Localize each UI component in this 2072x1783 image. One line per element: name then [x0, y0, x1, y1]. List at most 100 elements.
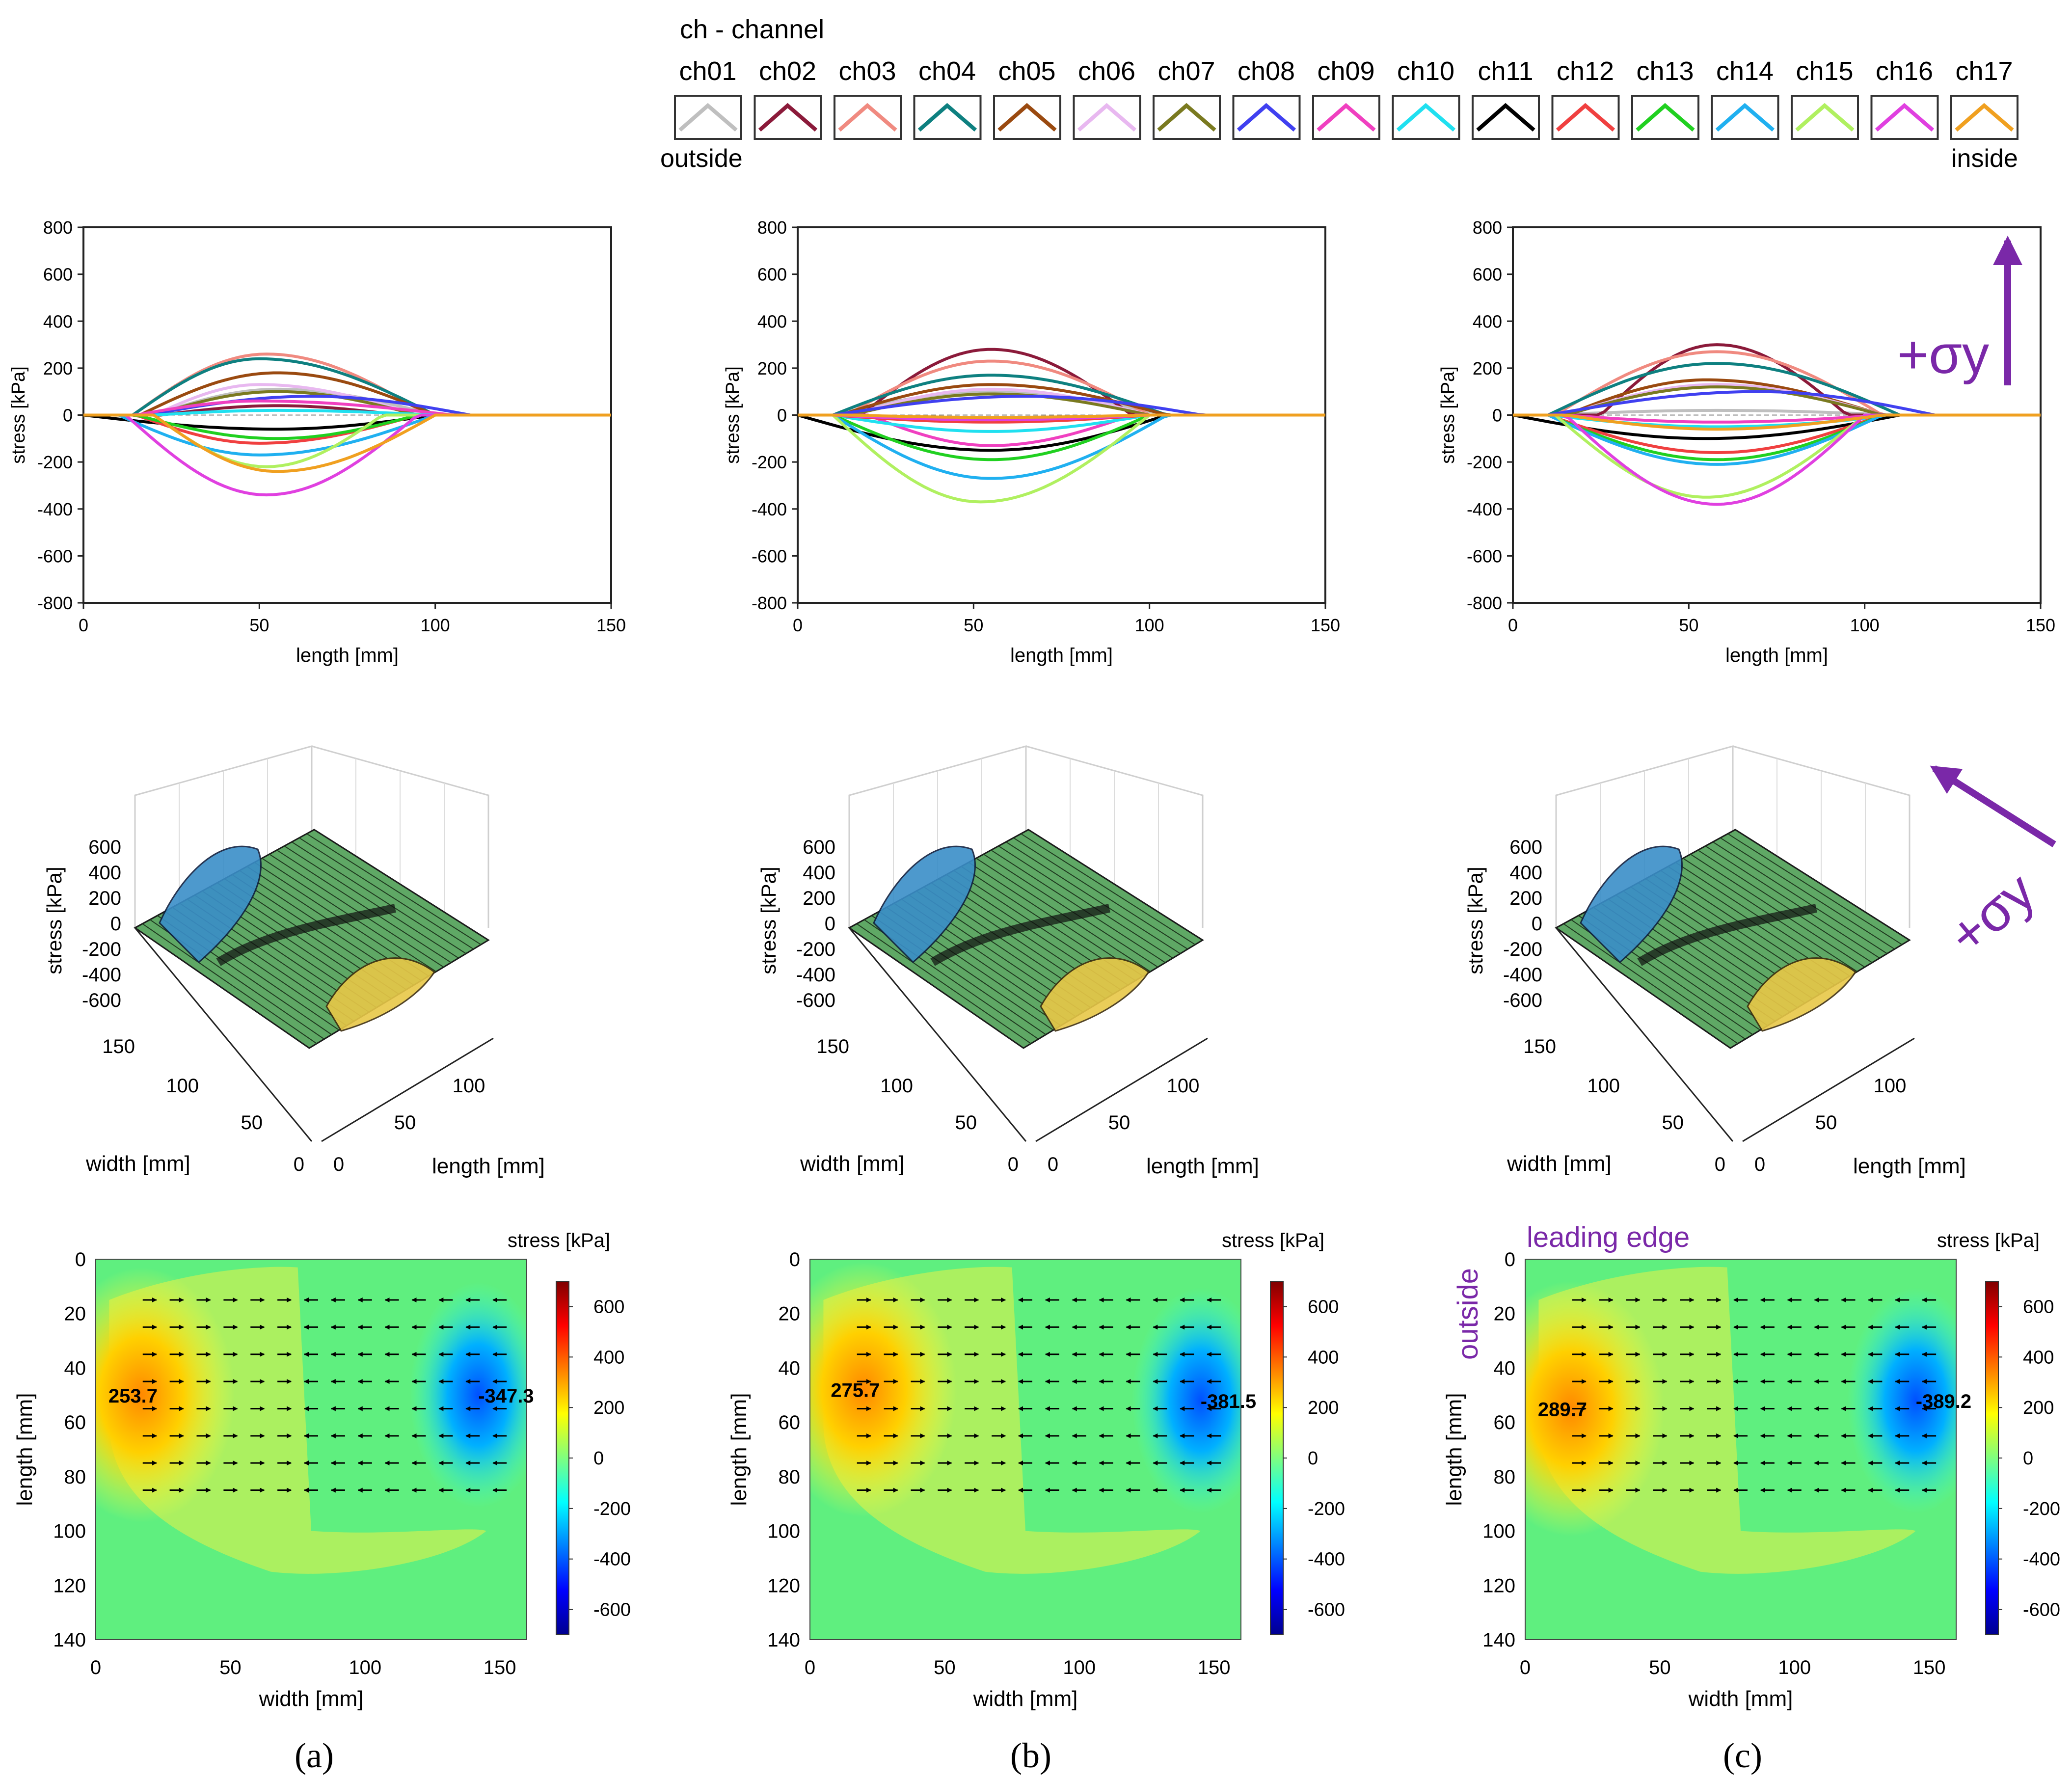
z-tick-label: -600 [1503, 990, 1542, 1011]
y-tick-label: 120 [767, 1575, 800, 1596]
surface-ridge-band [216, 904, 396, 966]
y-tick-label: 800 [757, 217, 787, 238]
legend-swatch-line [1237, 103, 1296, 132]
mesh-line [142, 923, 317, 1044]
mesh-line [1013, 837, 1188, 950]
z-axis-label: stress [kPa] [1464, 866, 1487, 974]
x-tick-label: 150 [1311, 615, 1340, 635]
colorbar-tick-label: 400 [1308, 1347, 1339, 1368]
mesh-line [991, 849, 1166, 963]
legend-item-label: ch06 [1078, 56, 1135, 86]
x-tick-label: 0 [90, 1657, 101, 1678]
legend-swatch-box [913, 95, 982, 140]
y-tick-label: 0 [1505, 1249, 1515, 1270]
legend-swatch-box [1551, 95, 1620, 140]
sigma-arrow-diagonal-icon [1930, 765, 2056, 847]
colorbar-tick-label: 0 [2023, 1448, 2033, 1469]
y-tick-label: 120 [1482, 1575, 1515, 1596]
z-tick-label: 200 [88, 888, 121, 909]
back-wall-right [311, 745, 489, 928]
width-tick-label: 150 [102, 1036, 135, 1057]
legend-item-label: ch07 [1157, 56, 1215, 86]
legend-swatch-line [997, 103, 1057, 132]
heatmap-field [96, 1259, 527, 1640]
y-tick-label: 20 [1494, 1303, 1516, 1325]
y-tick-label: 120 [53, 1575, 86, 1596]
colorbar [1270, 1281, 1284, 1635]
z-tick-label: 600 [803, 837, 835, 858]
max-value-label: 253.7 [108, 1385, 158, 1407]
legend-swatch-box [1870, 95, 1939, 140]
series-line-ch17 [83, 413, 611, 473]
legend-swatch-box [1631, 95, 1699, 140]
x-tick-label: 50 [1679, 615, 1698, 635]
mesh-line [998, 845, 1173, 959]
y-tick-label: 80 [779, 1466, 801, 1488]
legend-item-label: ch10 [1397, 56, 1454, 86]
legend-item-ch02: ch02 [753, 56, 822, 140]
legend-outside-label: outside [660, 144, 743, 173]
mesh-line [269, 854, 444, 968]
y-tick-label: 40 [64, 1357, 86, 1379]
legend-swatch-line [1396, 103, 1456, 132]
heatmap-field [810, 1259, 1241, 1640]
length-tick-label: 0 [1754, 1154, 1765, 1175]
y-tick-label: 0 [789, 1249, 800, 1270]
z-tick-label: 400 [1509, 862, 1542, 884]
length-tick-label: 50 [1108, 1112, 1130, 1134]
x-axis-label: width [mm] [973, 1687, 1078, 1711]
z-tick-label: -400 [82, 964, 121, 986]
x-tick-label: 100 [349, 1657, 381, 1678]
y-tick-label: 100 [767, 1521, 800, 1542]
x-tick-label: 150 [596, 615, 626, 635]
z-tick-label: -400 [1503, 964, 1542, 986]
mesh-line [284, 845, 459, 959]
legend-swatch-line [678, 103, 738, 132]
width-tick-label: 50 [241, 1112, 263, 1134]
x-tick-label: 0 [793, 615, 803, 635]
y-tick-label: -200 [37, 452, 73, 472]
y-tick-label: 200 [1473, 358, 1502, 378]
legend-swatch-line [1317, 103, 1376, 132]
legend-swatch-box [1392, 95, 1460, 140]
surface-plot-a: 600 400 200 0 -200 -400 -600 stress [kPa] 150 100… [43, 745, 545, 1178]
sigma-label-diagonal: +σy [1937, 861, 2046, 967]
mesh-line [1727, 833, 1903, 946]
z-tick-label: -400 [796, 964, 835, 986]
y-axis-label: stress [kPa] [8, 366, 29, 464]
y-tick-label: 140 [767, 1629, 800, 1651]
legend-item-ch07: ch07 [1153, 56, 1221, 140]
y-tick-label: 400 [1473, 311, 1502, 331]
panel-labels: (a) (b) (c) [295, 1736, 1762, 1775]
width-tick-label: 0 [294, 1154, 304, 1175]
legend-item-ch04: ch04 [913, 56, 982, 140]
max-value-label: 275.7 [831, 1380, 880, 1402]
legend-item-ch12: ch12 [1551, 56, 1620, 140]
surface-plot-b: 600 400 200 0 -200 -400 -600 stress [kPa] 150 100… [757, 745, 1259, 1178]
y-tick-label: 400 [757, 311, 787, 331]
y-tick-label: -600 [37, 546, 73, 566]
y-tick-label: 80 [1494, 1466, 1516, 1488]
colorbar-title: stress [kPa] [1937, 1230, 2040, 1251]
legend-item-ch05: ch05 [993, 56, 1061, 140]
negative-stress-spot [409, 1282, 527, 1508]
colorbar-tick-label: -200 [593, 1499, 631, 1519]
colorbar-tick-label: 400 [2023, 1347, 2054, 1368]
colorbar-tick-label: -400 [593, 1549, 631, 1570]
colorbar-tick-label: 0 [593, 1448, 604, 1469]
y-tick-label: 140 [53, 1629, 86, 1651]
legend-item-ch15: ch15 [1791, 56, 1859, 140]
surface-plot-c: 600 400 200 0 -200 -400 -600 stress [kPa] 150 100… [1464, 745, 1966, 1178]
legend-item-label: ch16 [1876, 56, 1933, 86]
colorbar-tick-label: 200 [2023, 1398, 2054, 1418]
legend-swatch-line [1795, 103, 1855, 132]
x-tick-label: 100 [1850, 615, 1880, 635]
length-tick-label: 0 [333, 1154, 344, 1175]
y-tick-label: 0 [777, 405, 787, 426]
length-tick-label: 100 [1167, 1075, 1200, 1097]
width-tick-label: 50 [955, 1112, 977, 1134]
heatmap-frame [809, 1259, 1241, 1640]
y-tick-label: 60 [779, 1412, 801, 1433]
